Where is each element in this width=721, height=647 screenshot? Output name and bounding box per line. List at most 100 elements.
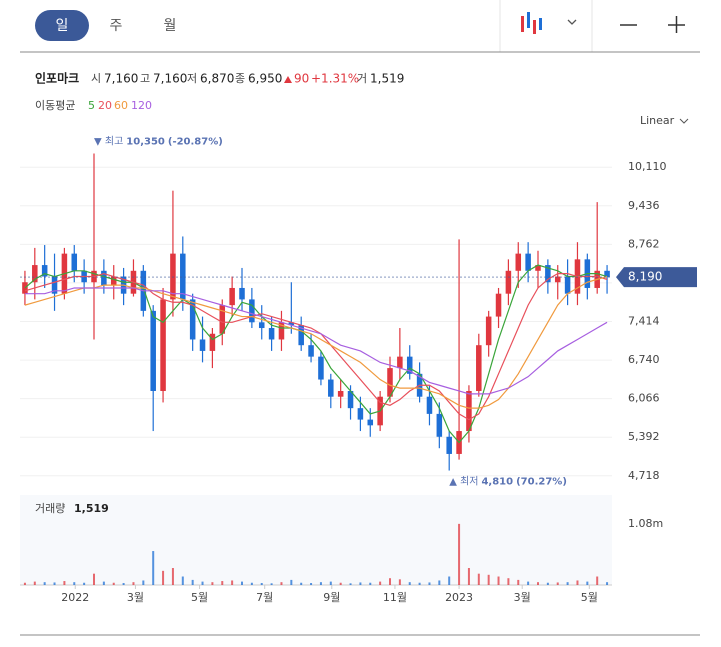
candle-body [446, 436, 452, 454]
scale-mode[interactable]: Linear [640, 114, 675, 127]
volume-bar [112, 582, 115, 585]
info-label: 거 [357, 72, 367, 85]
candle-body [150, 310, 156, 391]
volume-bar [83, 582, 86, 585]
volume-bar [231, 580, 234, 585]
ma-title: 이동평균 [35, 99, 75, 112]
candle-body [535, 265, 541, 271]
x-tick-label: 2023 [445, 591, 473, 604]
volume-bar [191, 579, 194, 585]
volume-bar [428, 582, 431, 585]
volume-bar [310, 583, 313, 585]
volume-bar [606, 582, 609, 585]
candle-body [199, 339, 206, 351]
volume-bar [339, 582, 342, 585]
x-tick-label: 7월 [256, 591, 273, 604]
tab[interactable]: 월 [164, 18, 177, 34]
candle-body [41, 265, 48, 277]
candle-body [337, 390, 344, 397]
candle-body [110, 276, 117, 286]
info-label: 저 [187, 72, 197, 85]
annotation-value_label: 10,350 [126, 136, 165, 147]
volume-bar [280, 582, 283, 585]
volume-bar [171, 568, 174, 585]
volume-bar [181, 576, 184, 585]
candle-body [564, 276, 571, 294]
last-price-badge [616, 267, 697, 288]
dropdown-icon[interactable] [567, 19, 577, 25]
volume-bar [122, 583, 125, 585]
tab[interactable]: 일 [56, 18, 69, 34]
zoom-in[interactable] [668, 16, 685, 33]
volume-bar [93, 573, 95, 585]
volume-bar [23, 582, 26, 585]
candle-body [229, 287, 235, 306]
volume-bar [546, 582, 549, 585]
volume-bar [537, 582, 539, 585]
ma-line [24, 287, 608, 395]
candle-body [170, 253, 176, 300]
volume-bar [576, 580, 579, 585]
info-label: 종 [235, 72, 245, 85]
candle-body [476, 345, 482, 391]
volume-bar [152, 551, 155, 585]
volume-bg [20, 495, 612, 585]
candle-body [258, 322, 265, 329]
candle-body [367, 419, 374, 426]
candle-body [239, 287, 245, 300]
volume-title: 거래량 [35, 502, 65, 515]
candle-body [604, 270, 610, 278]
candle-body [387, 368, 393, 397]
candle-body [406, 356, 413, 374]
candle-body [32, 265, 38, 283]
volume-bar [63, 581, 66, 585]
info-value: 7,160 [104, 72, 138, 86]
stock-name: 인포마크 [35, 71, 79, 86]
volume-bar [349, 583, 352, 585]
volume-bar [398, 579, 401, 585]
x-tick-label: 2022 [61, 591, 89, 604]
volume-bar [162, 570, 165, 585]
x-tick-label: 9월 [323, 591, 340, 604]
x-tick-label: 3월 [127, 591, 144, 604]
x-tick-label: 3월 [514, 591, 531, 604]
volume-bar [408, 582, 411, 585]
info-value: 6,950 [248, 72, 282, 86]
candle-body [545, 265, 551, 283]
volume-bar [241, 581, 243, 585]
candle-body [554, 276, 561, 283]
volume-last: 1,519 [74, 502, 109, 515]
volume-bar [586, 581, 589, 585]
candle-body [219, 305, 226, 334]
candle-body [71, 253, 78, 271]
tab[interactable]: 주 [110, 18, 123, 34]
volume-bar [300, 582, 303, 585]
y-tick-label: 4,718 [628, 469, 660, 482]
candle-body [268, 328, 275, 340]
annotation-label: 최고 [105, 135, 123, 147]
legend-entry: 60 [114, 99, 128, 112]
volume-bar [379, 581, 382, 585]
info-row: 시 7,160 고 7,160 저 6,870 종 6,950 90 +1.31%거 1,519 [91, 72, 404, 86]
candle-body [466, 390, 472, 432]
volume-bar [369, 582, 372, 585]
volume-bar [290, 579, 293, 585]
volume-bar [467, 568, 470, 585]
info-label: 시 [91, 72, 101, 85]
volume-bar [596, 576, 599, 585]
ma-line [24, 275, 608, 409]
scale-chevron[interactable] [679, 118, 689, 124]
annotation-change: (70.27%) [516, 477, 567, 488]
volume-bar [517, 579, 520, 585]
chart-type-icon[interactable] [521, 12, 542, 34]
volume-bar [33, 581, 36, 585]
volume-bar [221, 581, 224, 585]
info-label: 고 [140, 72, 150, 85]
candle-body [436, 413, 443, 437]
x-tick-label: 5월 [191, 591, 208, 604]
tab-selected-bg[interactable] [35, 10, 89, 41]
candle-body [189, 299, 196, 340]
volume-bar [389, 578, 391, 585]
volume-bar [329, 581, 332, 585]
annotation-label: 최저 [460, 476, 478, 488]
